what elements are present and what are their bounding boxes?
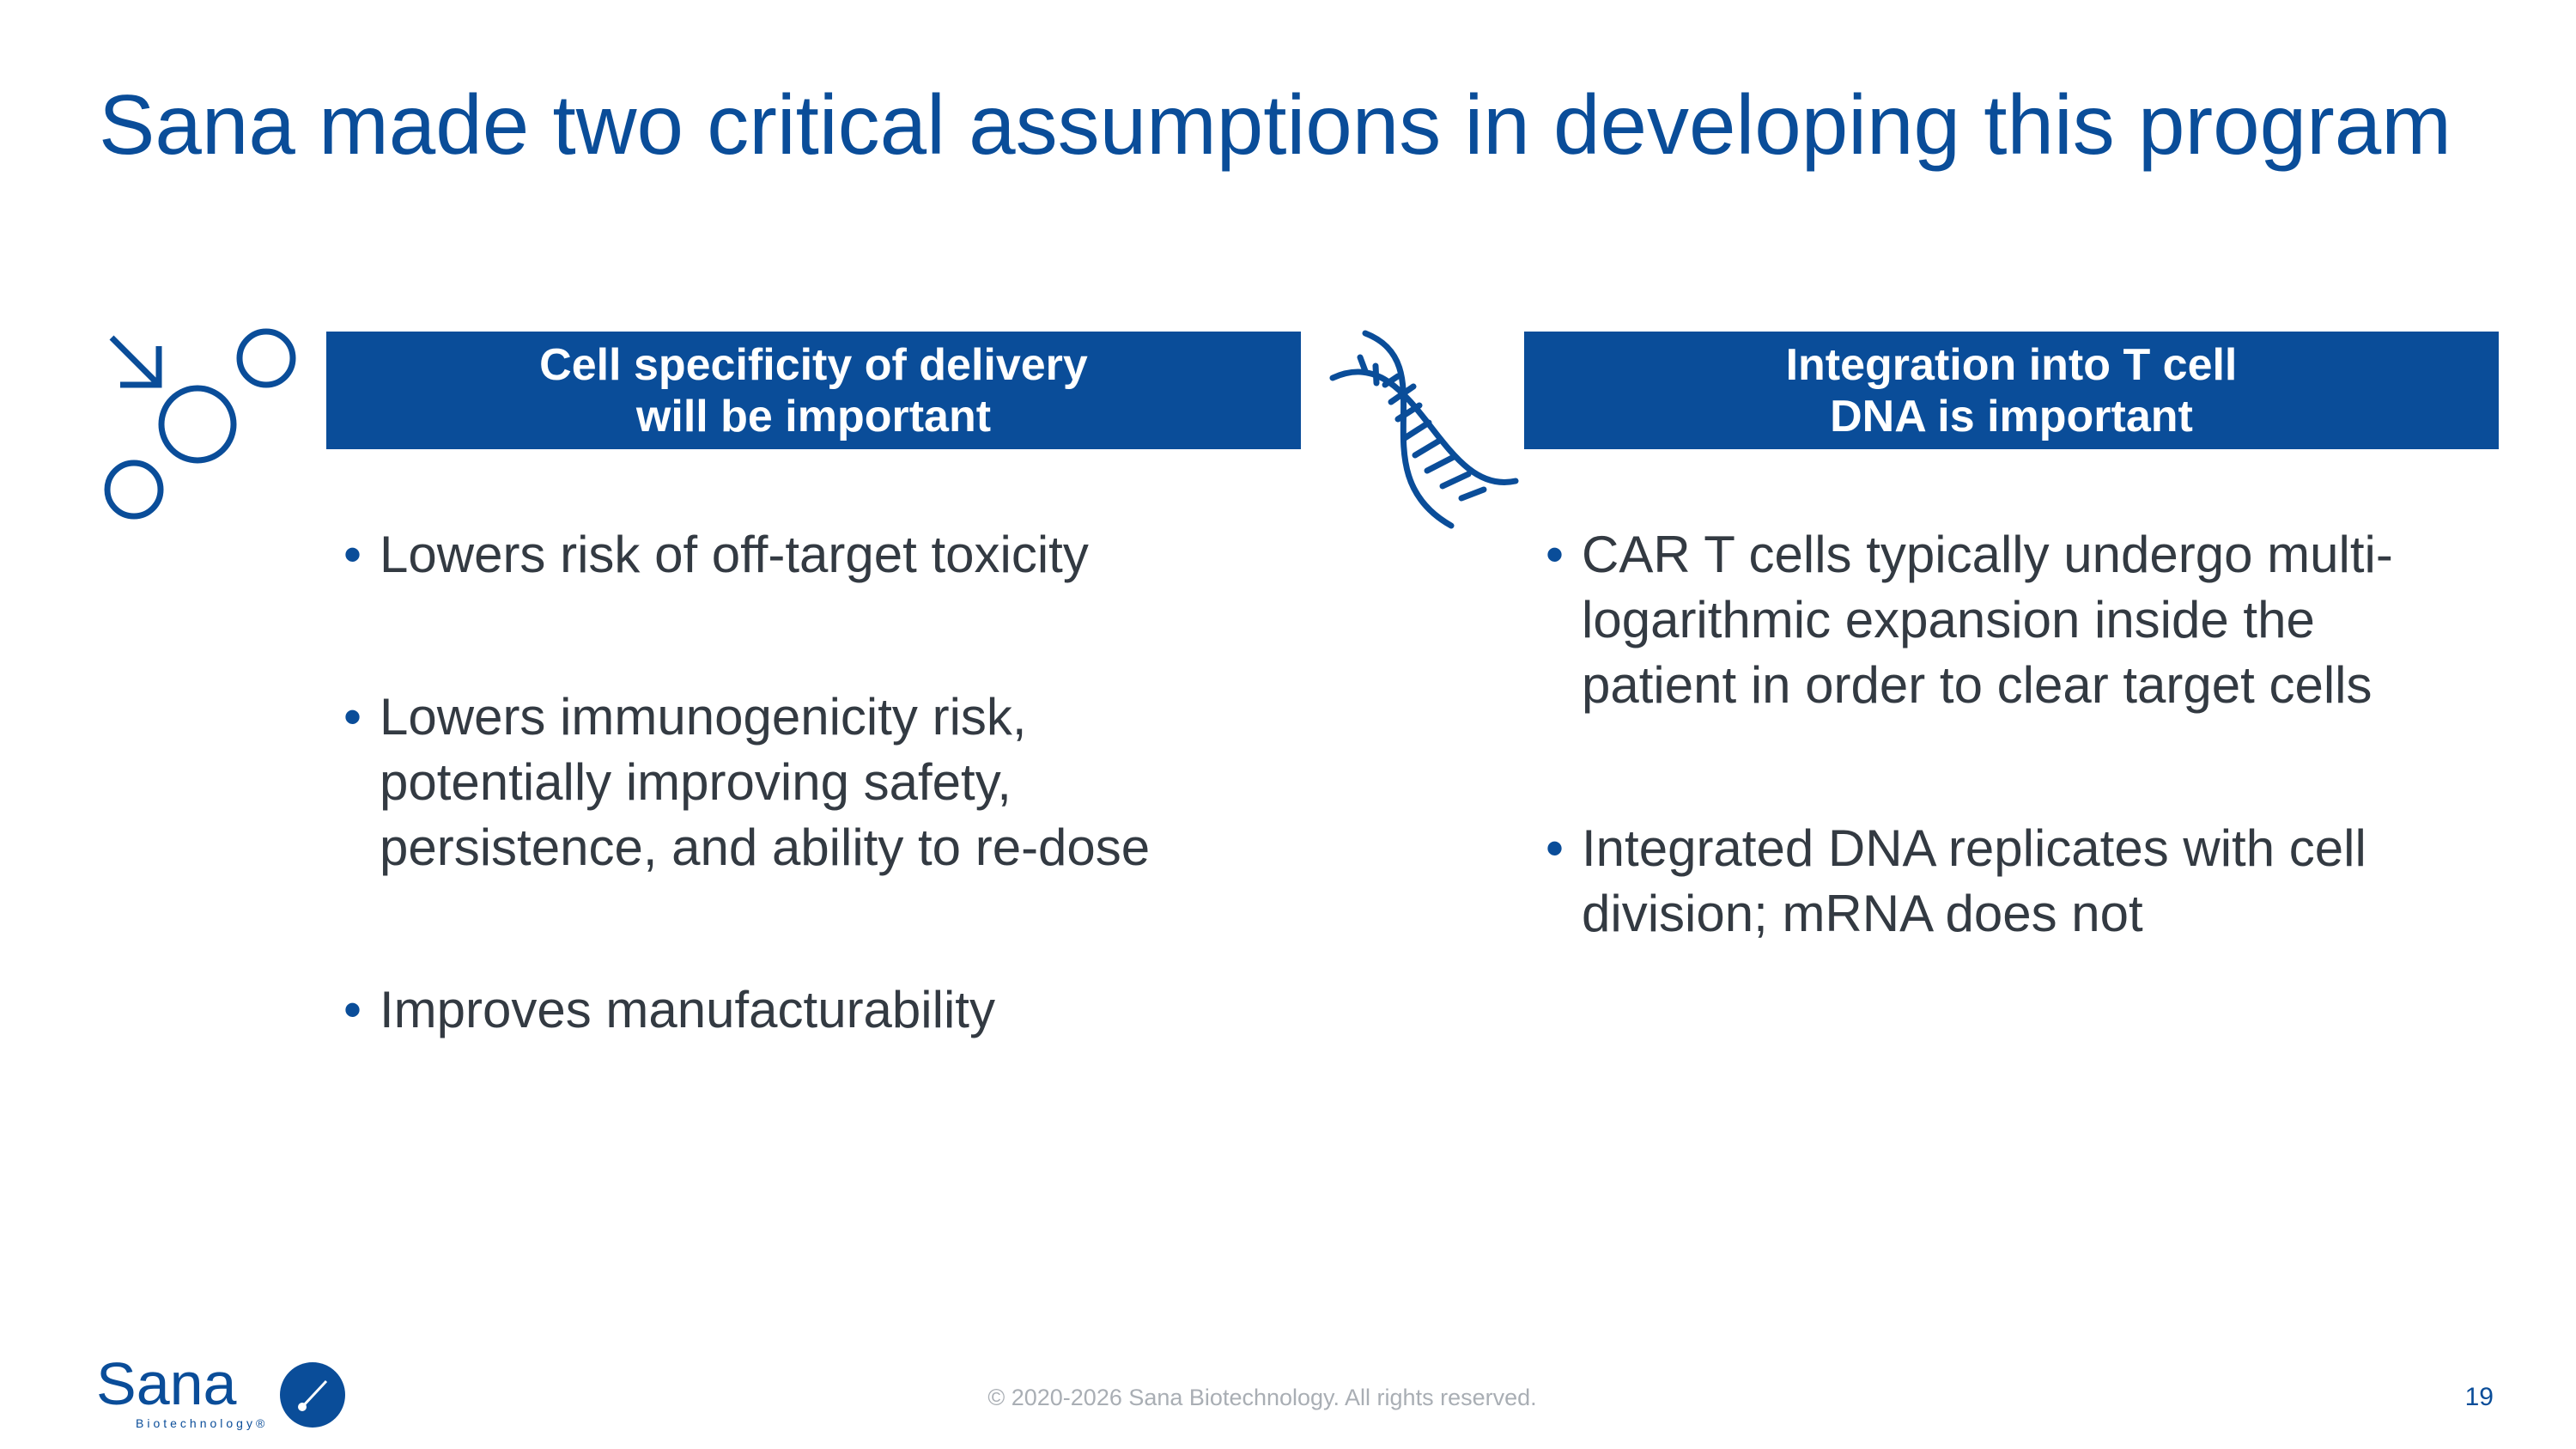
- bullet-item: Improves manufacturability: [343, 977, 1305, 1043]
- logo-mark-icon: [280, 1362, 345, 1428]
- left-header-line-1: Cell specificity of delivery: [539, 339, 1088, 390]
- dna-helix-icon: [1329, 330, 1519, 529]
- cell-targeting-icon: [104, 328, 296, 520]
- bullet-item: Lowers immunogenicity risk, potentially …: [343, 685, 1305, 880]
- bullet-line: Improves manufacturability: [380, 981, 995, 1038]
- bullet-line: patient in order to clear target cells: [1582, 656, 2372, 714]
- left-bullet-list: Lowers risk of off-target toxicity Lower…: [343, 522, 1305, 1043]
- logo-subtitle: Biotechnology®: [136, 1416, 268, 1430]
- right-bullet-list: CAR T cells typically undergo multi- log…: [1546, 522, 2533, 947]
- bullet-line: Lowers risk of off-target toxicity: [380, 526, 1089, 583]
- slide-title: Sana made two critical assumptions in de…: [99, 77, 2451, 172]
- bullet-line: division; mRNA does not: [1582, 885, 2143, 942]
- left-column-header: Cell specificity of delivery will be imp…: [326, 332, 1301, 449]
- logo-wordmark: Sana: [96, 1357, 237, 1417]
- bullet-line: Integrated DNA replicates with cell: [1582, 819, 2366, 877]
- left-header-line-2: will be important: [635, 391, 992, 441]
- bullet-item: Integrated DNA replicates with cell divi…: [1546, 816, 2533, 947]
- right-header-line-2: DNA is important: [1830, 391, 2193, 441]
- bullet-item: CAR T cells typically undergo multi- log…: [1546, 522, 2533, 718]
- bullet-line: potentially improving safety,: [380, 753, 1012, 811]
- sana-logo: Sana Biotechnology®: [96, 1357, 345, 1430]
- bullet-item: Lowers risk of off-target toxicity: [343, 522, 1305, 588]
- right-column-header: Integration into T cell DNA is important: [1524, 332, 2499, 449]
- bullet-line: logarithmic expansion inside the: [1582, 591, 2315, 648]
- page-number: 19: [2464, 1383, 2494, 1411]
- bullet-line: CAR T cells typically undergo multi-: [1582, 526, 2393, 583]
- bullet-line: Lowers immunogenicity risk,: [380, 688, 1027, 746]
- bullet-line: persistence, and ability to re-dose: [380, 819, 1151, 876]
- copyright-footer: © 2020-2026 Sana Biotechnology. All righ…: [987, 1385, 1537, 1410]
- right-header-line-1: Integration into T cell: [1785, 339, 2238, 390]
